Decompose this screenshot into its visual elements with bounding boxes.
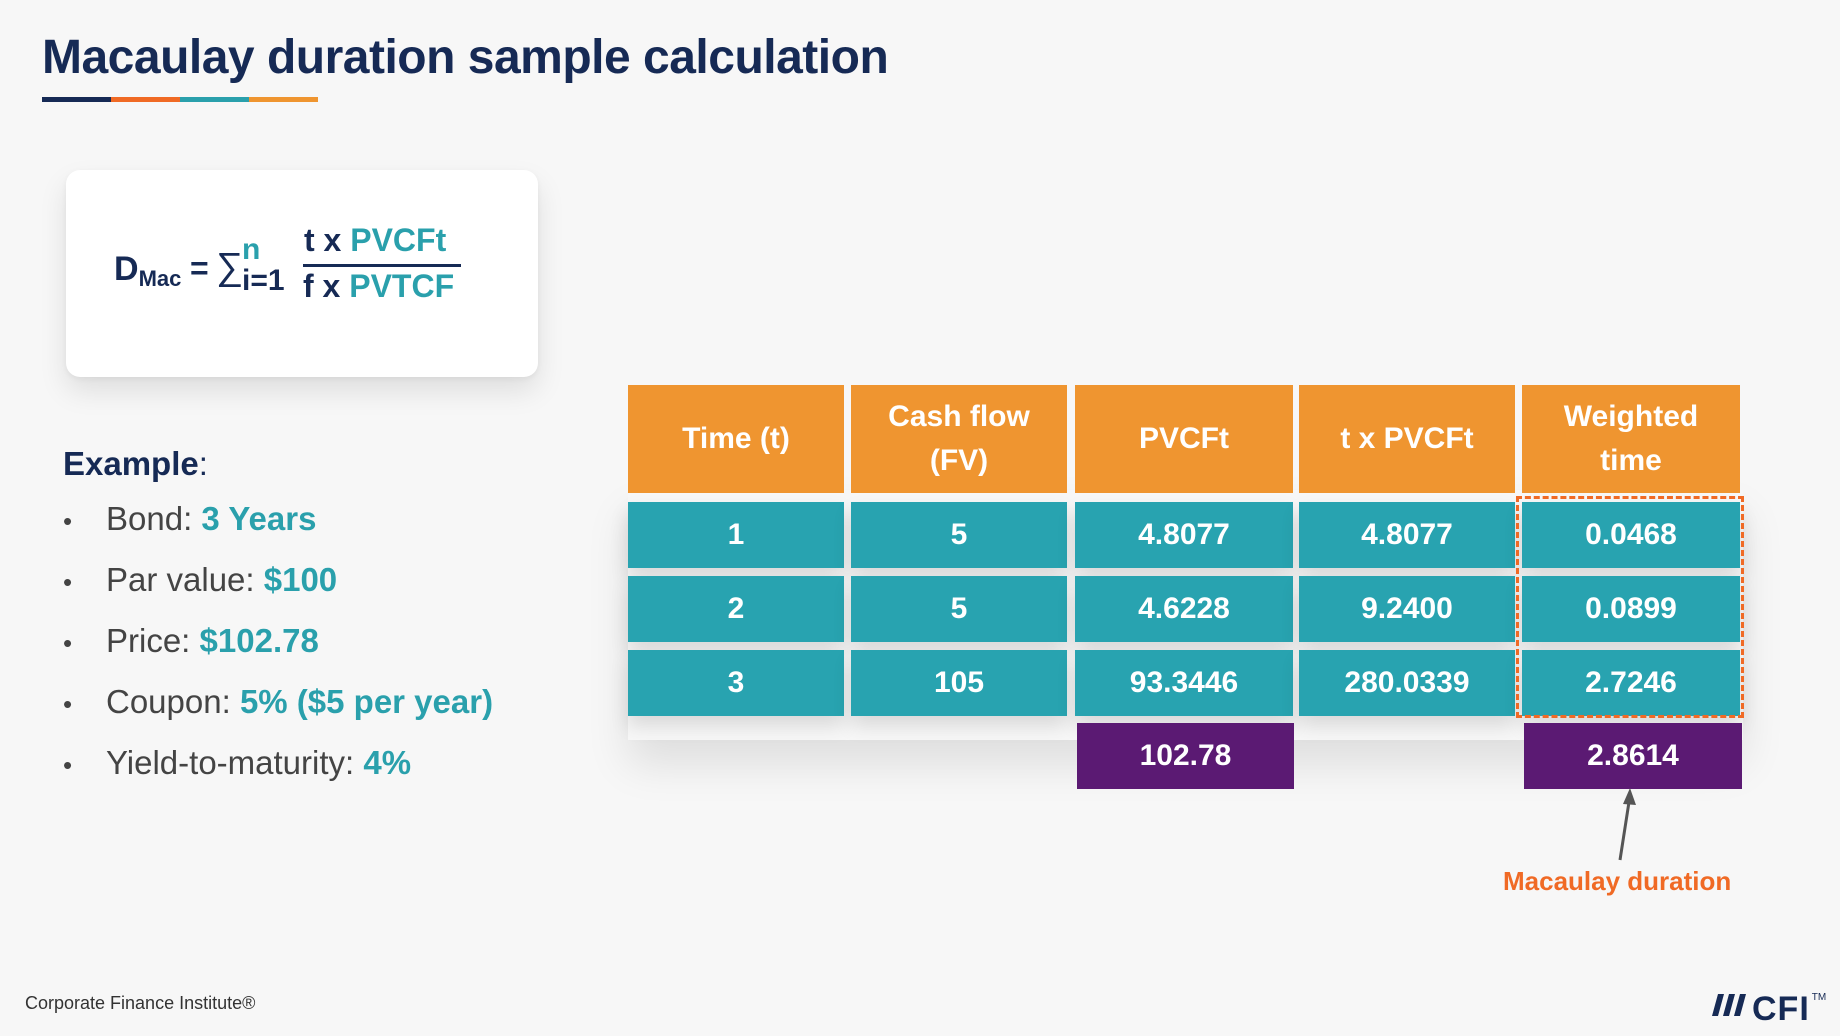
page-title: Macaulay duration sample calculation [42, 31, 889, 84]
item-value: $100 [263, 561, 338, 598]
table-header-weighted-time: Weighted time [1522, 385, 1740, 493]
table-cell: 3 [628, 650, 844, 716]
numerator-variable: PVCFt [350, 222, 447, 258]
cfi-logo-trademark: TM [1811, 992, 1827, 1003]
cfi-logo: CFI TM [1712, 990, 1826, 1029]
item-label: Price: [106, 622, 200, 659]
item-label: Yield-to-maturity: [106, 744, 364, 781]
formula-denominator: f x PVTCF [303, 268, 454, 305]
bullet-icon: • [63, 750, 73, 780]
table-cell: 0.0899 [1522, 576, 1740, 642]
table-cell: 1 [628, 502, 844, 568]
summation-symbol: ∑ [216, 246, 244, 288]
footer-brand: Corporate Finance Institute® [25, 993, 256, 1013]
item-label: Par value: [106, 561, 264, 598]
table-header-time: Time (t) [628, 385, 844, 493]
example-heading-colon: : [198, 445, 208, 482]
numerator-prefix: t x [304, 222, 351, 258]
macaulay-duration-label: Macaulay duration [1503, 866, 1732, 896]
formula-d: DMac [114, 250, 182, 291]
cfi-logo-text: CFI [1752, 990, 1810, 1028]
total-weighted-time: 2.8614 [1524, 723, 1742, 789]
table-cell: 5 [851, 502, 1067, 568]
table-header-t-x-pvcft: t x PVCFt [1299, 385, 1515, 493]
formula-d-letter: D [114, 250, 139, 288]
example-heading-text: Example [63, 445, 199, 482]
table-cell: 93.3446 [1075, 650, 1293, 716]
item-label: Coupon: [106, 683, 240, 720]
bullet-icon: • [63, 567, 73, 597]
total-pvcft: 102.78 [1077, 723, 1294, 789]
bullet-icon: • [63, 689, 73, 719]
item-label: Bond: [106, 500, 202, 537]
item-value: 5% ($5 per year) [239, 683, 494, 720]
table-cell: 2.7246 [1522, 650, 1740, 716]
table-cell: 9.2400 [1299, 576, 1515, 642]
table-cell: 4.8077 [1299, 502, 1515, 568]
weighted-time-highlight [1516, 496, 1744, 718]
formula-card: DMac = ∑ n i=1 t x PVCFt f x PVTCF [66, 170, 538, 377]
formula-numerator: t x PVCFt [304, 222, 446, 259]
summation-lower-limit: i=1 [242, 264, 285, 297]
underline-segment-orange [111, 97, 180, 102]
underline-segment-navy [42, 97, 111, 102]
item-value: 4% [363, 744, 412, 781]
example-heading: Example: [63, 445, 208, 483]
bullet-icon: • [63, 628, 73, 658]
table-cell: 5 [851, 576, 1067, 642]
summation-upper-limit: n [242, 233, 261, 266]
arrow-up-icon [1618, 788, 1636, 861]
table-header-pvcft: PVCFt [1075, 385, 1293, 493]
underline-segment-teal [180, 97, 249, 102]
table-cell: 105 [851, 650, 1067, 716]
underline-segment-amber [249, 97, 318, 102]
table-cell: 0.0468 [1522, 502, 1740, 568]
denominator-variable: PVTCF [349, 268, 455, 304]
item-value: 3 Years [201, 500, 317, 537]
cfi-logo-icon [1712, 994, 1746, 1016]
denominator-prefix: f x [303, 268, 350, 304]
table-cell: 280.0339 [1299, 650, 1515, 716]
item-value: $102.78 [199, 622, 319, 659]
table-cell: 4.6228 [1075, 576, 1293, 642]
formula-equals: = [190, 250, 209, 286]
table-header-cash-flow: Cash flow (FV) [851, 385, 1067, 493]
title-underline [42, 97, 318, 102]
table-cell: 4.8077 [1075, 502, 1293, 568]
table-cell: 2 [628, 576, 844, 642]
fraction-bar [303, 264, 461, 267]
bullet-icon: • [63, 506, 73, 536]
formula-d-subscript: Mac [138, 266, 182, 291]
